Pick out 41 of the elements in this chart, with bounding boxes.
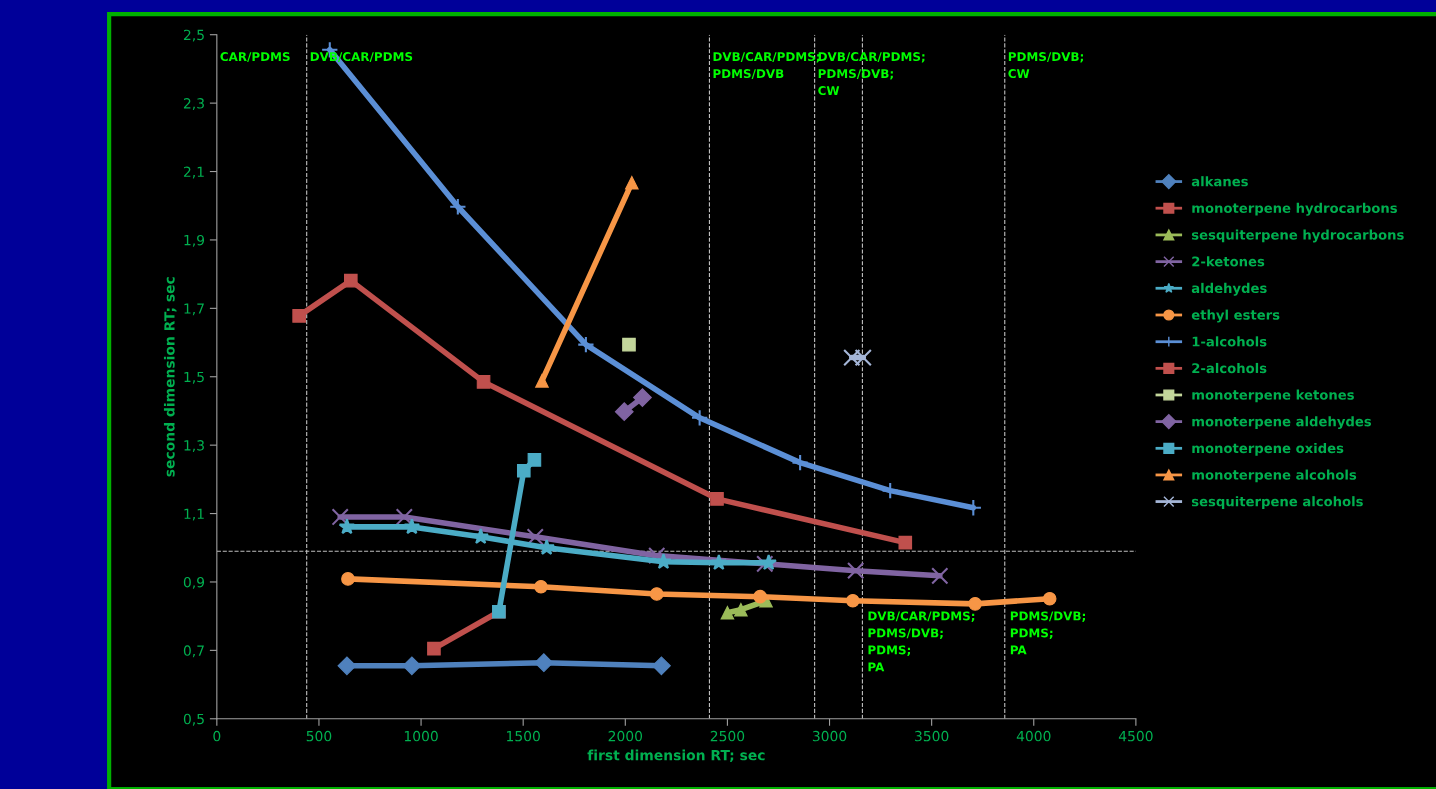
legend-label: 2-ketones	[1192, 256, 1265, 267]
legend-label: 2-alcohols	[1192, 362, 1267, 374]
legend-label: monoterpene oxides	[1192, 442, 1344, 456]
legend-label: ethyl esters	[1191, 309, 1280, 323]
x-tick-label: 1000	[404, 730, 438, 742]
legend-label: monoterpene hydrocarbons	[1192, 202, 1397, 216]
y-tick-label: 0,7	[183, 645, 204, 658]
y-tick-label: 1,7	[184, 303, 204, 316]
annotation: DVB/CAR/PDMS; PDMS/DVB; CW	[818, 52, 925, 96]
legend-label: sesquiterpene hydrocarbons	[1191, 229, 1404, 243]
legend-label: monoterpene alcohols	[1192, 469, 1357, 483]
x-tick-label: 3000	[812, 730, 847, 742]
y-tick-label: 1,3	[184, 440, 204, 453]
legend-label: 1-alcohols	[1192, 336, 1267, 347]
x-tick-label: 0	[213, 730, 221, 742]
x-tick-label: 4000	[1016, 730, 1051, 742]
y-tick-label: 0,5	[183, 713, 204, 726]
y-tick-label: 2,5	[183, 29, 204, 42]
x-axis-title: first dimension RT; sec	[587, 749, 765, 763]
y-tick-label: 0,9	[183, 576, 205, 589]
x-tick-label: 1500	[507, 730, 540, 742]
x-tick-label: 2000	[608, 730, 643, 742]
annotation: PDMS/DVB; CW	[1008, 52, 1083, 79]
legend-label: aldehydes	[1191, 282, 1267, 296]
legend-label: alkanes	[1191, 176, 1248, 187]
legend-label: monoterpene ketones	[1192, 389, 1354, 403]
annotation: CAR/PDMS	[220, 52, 290, 62]
legend-label: monoterpene aldehydes	[1192, 416, 1372, 430]
annotation: DVB/CAR/PDMS; PDMS/DVB; PDMS; PA	[868, 611, 975, 672]
annotation: PDMS/DVB; PDMS; PA	[1010, 611, 1085, 655]
y-tick-label: 1,5	[184, 371, 204, 384]
x-tick-label: 500	[306, 730, 332, 742]
y-axis-title: second dimension RT; sec	[163, 277, 177, 477]
y-tick-label: 1,1	[184, 508, 204, 521]
x-tick-label: 4500	[1118, 730, 1153, 742]
x-tick-label: 2500	[710, 730, 745, 742]
y-tick-label: 1,9	[184, 234, 205, 247]
legend-label: sesquiterpene alcohols	[1191, 496, 1363, 509]
x-tick-label: 3500	[915, 730, 949, 742]
y-tick-label: 2,1	[183, 166, 204, 179]
y-tick-label: 2,3	[183, 98, 204, 111]
